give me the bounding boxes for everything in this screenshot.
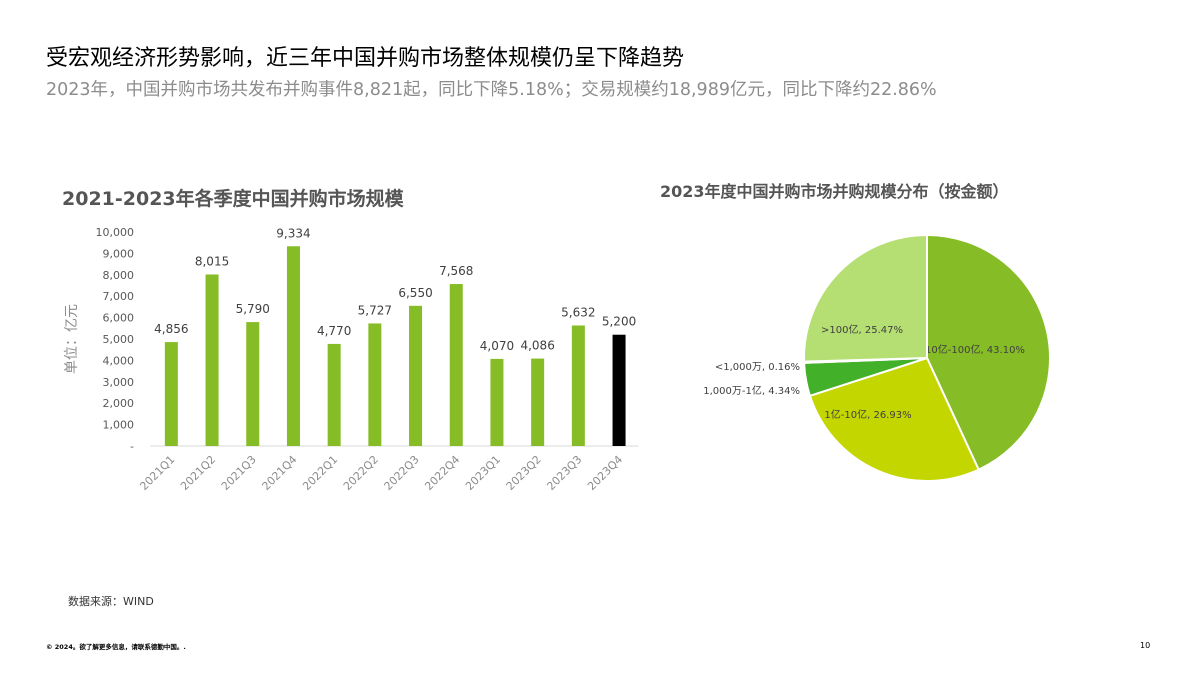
data-source-note: 数据来源：WIND: [68, 595, 154, 608]
pie-slice-4: [803, 233, 928, 363]
bar-value-label: 4,856: [154, 322, 188, 336]
y-tick-label: 10,000: [96, 226, 135, 239]
y-tick-label: 1,000: [103, 419, 135, 432]
pie-chart: 10亿-100亿, 43.10% 1亿-10亿, 26.93% 1,000万-1亿,…: [703, 233, 1051, 482]
pie-slice-label: 10亿-100亿, 43.10%: [925, 343, 1025, 356]
y-tick-label: -: [130, 440, 134, 453]
copyright-footer: © 2024。欲了解更多信息，请联系德勤中国。.: [46, 643, 186, 651]
y-tick-label: 9,000: [103, 247, 135, 260]
bar-chart-title: 2021-2023年各季度中国并购市场规模: [62, 188, 404, 210]
bar-value-label: 4,070: [480, 339, 514, 353]
pie-slice-0: [926, 233, 1051, 471]
page-subheadline: 2023年，中国并购市场共发布并购事件8,821起，同比下降5.18%；交易规模…: [46, 80, 937, 100]
pie-slice-1: [808, 356, 980, 482]
y-tick-label: 4,000: [103, 354, 135, 367]
y-tick-label: 6,000: [103, 312, 135, 325]
bar-2023Q4: [612, 334, 626, 446]
y-axis-label: 单位：亿元: [64, 304, 80, 374]
bar-2023Q1: [490, 358, 504, 446]
bar-2022Q1: [327, 343, 341, 446]
bar-2022Q3: [409, 305, 423, 446]
y-tick-label: 7,000: [103, 290, 135, 303]
bar-2023Q2: [531, 358, 545, 446]
bar-value-label: 6,550: [398, 286, 432, 300]
bar-value-label: 4,770: [317, 324, 351, 338]
bar-2022Q4: [449, 284, 463, 446]
y-tick-label: 5,000: [103, 333, 135, 346]
pie-chart-title: 2023年度中国并购市场并购规模分布（按金额）: [660, 182, 1009, 201]
pie-slice-label: >100亿, 25.47%: [821, 323, 903, 336]
bar-value-label: 5,727: [358, 303, 392, 317]
bar-2022Q2: [368, 323, 382, 446]
page-number: 10: [1140, 641, 1151, 650]
bar-2023Q3: [571, 325, 585, 446]
bar-2021Q2: [205, 274, 219, 446]
pie-slice-label: 1亿-10亿, 26.93%: [824, 408, 911, 421]
bar-value-label: 4,086: [520, 339, 554, 353]
y-tick-label: 2,000: [103, 397, 135, 410]
y-tick-label: 3,000: [103, 376, 135, 389]
bar-value-label: 9,334: [276, 226, 310, 240]
bar-2021Q4: [286, 246, 300, 446]
pie-slice-label: 1,000万-1亿, 4.34%: [703, 384, 800, 397]
bar-chart: - 1,000 2,000 3,000 4,000 5,000 6,000 7,000 8,00…: [64, 226, 639, 493]
page-headline: 受宏观经济形势影响，近三年中国并购市场整体规模仍呈下降趋势: [46, 46, 685, 71]
bar-value-label: 5,200: [602, 315, 636, 329]
bar-value-label: 5,632: [561, 305, 595, 319]
y-tick-label: 8,000: [103, 269, 135, 282]
bar-2021Q3: [246, 322, 260, 446]
bar-2021Q1: [164, 342, 178, 446]
bar-value-label: 7,568: [439, 264, 473, 278]
pie-slice-label: <1,000万, 0.16%: [715, 362, 800, 373]
bar-value-label: 8,015: [195, 254, 229, 268]
bar-value-label: 5,790: [236, 302, 270, 316]
